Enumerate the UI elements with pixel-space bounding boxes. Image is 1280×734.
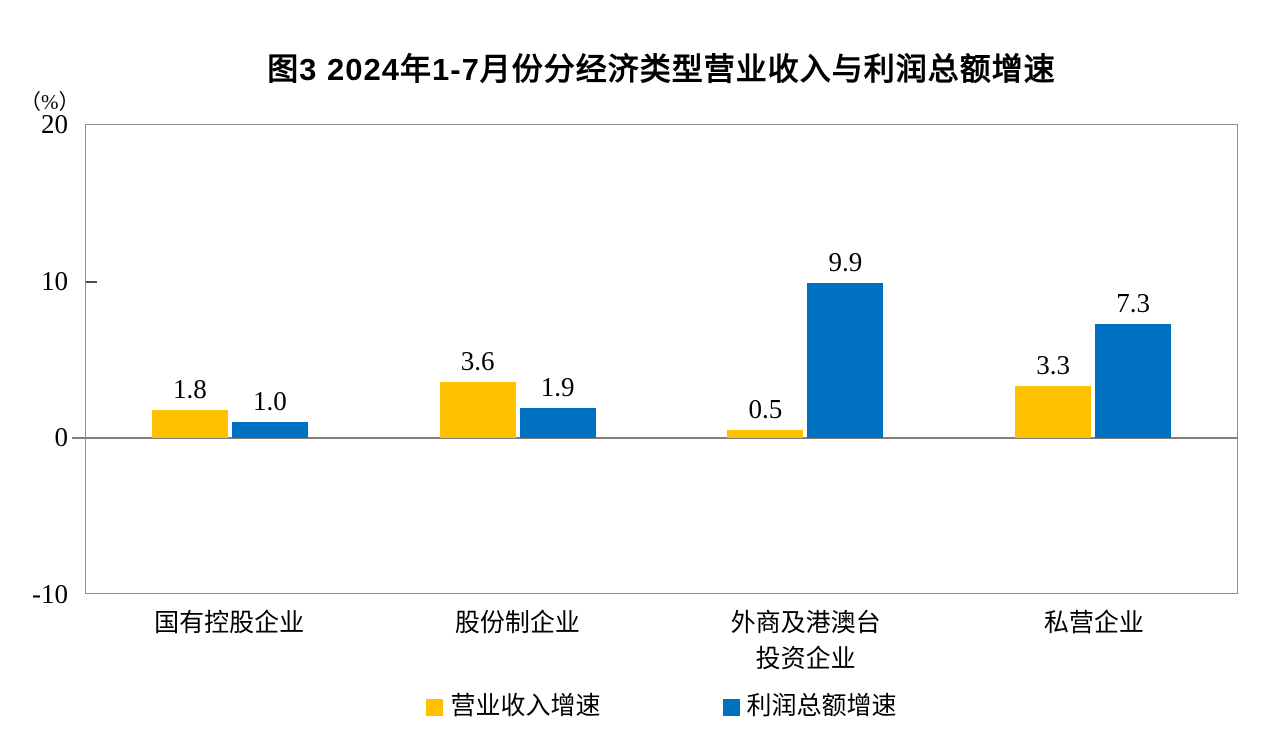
bar-column: 3.6 [439, 345, 516, 438]
x-axis-label-joint-stock: 股份制企业 [454, 610, 580, 637]
y-tick-label-20: 20 [41, 109, 68, 139]
bar-column: 0.5 [727, 394, 804, 438]
bar-revenue-growth [727, 430, 804, 438]
x-axis-labels: 国有控股企业 股份制企业 外商及港澳台 投资企业 私营企业 [85, 606, 1238, 678]
legend-swatch-profit-icon [722, 698, 740, 716]
plot-area: 1.8 1.0 3.6 1.9 [72, 124, 1238, 594]
legend-label-profit: 利润总额增速 [746, 693, 897, 720]
bar-profit-growth [1095, 323, 1172, 438]
zero-axis-line [72, 437, 1237, 439]
y-axis-tick-mark [86, 281, 97, 283]
bar-profit-growth [807, 282, 884, 438]
y-tick-label-10: 10 [41, 266, 68, 296]
legend-swatch-revenue-icon [426, 698, 444, 716]
bar-column: 9.9 [807, 246, 884, 438]
y-tick-label-0: 0 [54, 422, 69, 452]
bar-groups: 1.8 1.0 3.6 1.9 [86, 125, 1237, 438]
x-axis-label-state-owned: 国有控股企业 [154, 610, 305, 637]
bar-group-state-owned: 1.8 1.0 [86, 125, 374, 438]
bar-value-label: 9.9 [828, 246, 863, 277]
bar-column: 1.8 [151, 373, 228, 438]
bar-value-label: 3.6 [460, 345, 495, 376]
y-axis-unit-label: （%） [20, 90, 80, 114]
bar-group-private: 3.3 7.3 [949, 125, 1237, 438]
chart-title: 图3 2024年1-7月份分经济类型营业收入与利润总额增速 [267, 52, 1056, 87]
x-axis-label-private: 私营企业 [1043, 610, 1144, 637]
legend-item-profit-growth: 利润总额增速 [722, 692, 897, 722]
x-axis-label-foreign-invested: 外商及港澳台 投资企业 [730, 610, 881, 673]
bar-column: 7.3 [1095, 287, 1172, 438]
legend-item-revenue-growth: 营业收入增速 [426, 692, 601, 722]
bar-column: 1.9 [519, 372, 596, 438]
bar-value-label: 3.3 [1036, 350, 1070, 381]
bar-revenue-growth [151, 409, 228, 438]
bar-value-label: 1.9 [540, 372, 575, 403]
bar-column: 1.0 [231, 386, 308, 438]
bar-column: 3.3 [1015, 350, 1092, 438]
bar-profit-growth [519, 408, 596, 438]
legend-label-revenue: 营业收入增速 [450, 693, 601, 720]
bar-value-label: 0.5 [748, 394, 783, 425]
y-tick-label-minus10: -10 [32, 579, 68, 609]
bar-value-label: 1.0 [253, 386, 287, 417]
bar-value-label: 1.8 [173, 373, 207, 404]
bar-profit-growth [231, 422, 308, 438]
chart-legend: 营业收入增速 利润总额增速 [85, 692, 1238, 722]
bar-value-label: 7.3 [1116, 287, 1150, 318]
bar-revenue-growth [439, 381, 516, 438]
bar-revenue-growth [1015, 386, 1092, 438]
bar-group-joint-stock: 3.6 1.9 [374, 125, 662, 438]
bar-group-foreign-invested: 0.5 9.9 [662, 125, 950, 438]
